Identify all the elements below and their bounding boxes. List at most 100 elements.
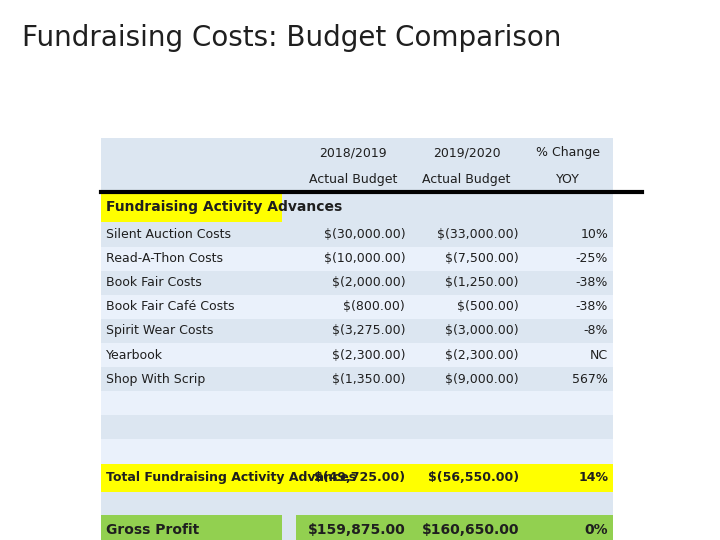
Text: Book Fair Costs: Book Fair Costs <box>106 276 202 289</box>
Bar <box>523 295 613 319</box>
Bar <box>296 515 410 540</box>
Text: 2019/2020: 2019/2020 <box>433 146 500 159</box>
Bar <box>101 367 282 391</box>
Bar <box>282 440 296 463</box>
Text: $(33,000.00): $(33,000.00) <box>437 228 519 241</box>
Bar <box>523 463 613 492</box>
Text: YOY: YOY <box>556 173 580 186</box>
Text: 14%: 14% <box>578 471 608 484</box>
Text: $(9,000.00): $(9,000.00) <box>445 373 519 386</box>
Bar <box>410 319 523 343</box>
Text: $(800.00): $(800.00) <box>343 300 405 313</box>
Text: $(1,350.00): $(1,350.00) <box>332 373 405 386</box>
Bar <box>282 192 296 222</box>
Text: $(49,725.00): $(49,725.00) <box>314 471 405 484</box>
Bar <box>523 319 613 343</box>
Bar <box>410 367 523 391</box>
Bar <box>410 391 523 415</box>
Bar <box>410 246 523 271</box>
Bar <box>410 167 523 192</box>
Text: Spirit Wear Costs: Spirit Wear Costs <box>106 325 213 338</box>
Text: Fundraising Activity Advances: Fundraising Activity Advances <box>106 200 342 214</box>
Text: $(7,500.00): $(7,500.00) <box>445 252 519 265</box>
Bar <box>296 367 410 391</box>
Bar <box>523 343 613 367</box>
Bar <box>523 440 613 463</box>
Bar <box>101 440 282 463</box>
Bar <box>282 167 296 192</box>
Bar <box>296 138 410 167</box>
Text: -25%: -25% <box>576 252 608 265</box>
Bar <box>410 222 523 246</box>
Text: Read-A-Thon Costs: Read-A-Thon Costs <box>106 252 222 265</box>
Bar <box>101 319 282 343</box>
Bar <box>296 343 410 367</box>
Bar <box>410 138 523 167</box>
Bar <box>282 367 296 391</box>
Text: Yearbook: Yearbook <box>106 348 163 361</box>
Bar <box>282 246 296 271</box>
Text: Gross Profit: Gross Profit <box>106 523 199 537</box>
Text: $(1,250.00): $(1,250.00) <box>446 276 519 289</box>
Bar <box>523 391 613 415</box>
Text: Book Fair Café Costs: Book Fair Café Costs <box>106 300 234 313</box>
Text: 567%: 567% <box>572 373 608 386</box>
Bar <box>410 463 523 492</box>
Bar <box>410 343 523 367</box>
Bar <box>523 138 613 167</box>
Bar <box>296 492 410 515</box>
Text: $(56,550.00): $(56,550.00) <box>428 471 519 484</box>
Bar <box>101 246 282 271</box>
Text: $160,650.00: $160,650.00 <box>421 523 519 537</box>
Text: $(30,000.00): $(30,000.00) <box>323 228 405 241</box>
Bar <box>101 295 282 319</box>
Bar <box>410 440 523 463</box>
Text: NC: NC <box>590 348 608 361</box>
Text: $(3,000.00): $(3,000.00) <box>445 325 519 338</box>
Bar <box>296 222 410 246</box>
Text: Silent Auction Costs: Silent Auction Costs <box>106 228 230 241</box>
Bar <box>523 515 613 540</box>
Bar <box>101 515 282 540</box>
Bar <box>296 463 410 492</box>
Bar <box>101 415 282 440</box>
Bar <box>523 492 613 515</box>
Bar <box>101 192 282 222</box>
Text: $(2,300.00): $(2,300.00) <box>446 348 519 361</box>
Text: -8%: -8% <box>584 325 608 338</box>
Text: 2018/2019: 2018/2019 <box>319 146 387 159</box>
Bar <box>282 319 296 343</box>
Bar <box>101 391 282 415</box>
Text: Total Fundraising Activity Advances: Total Fundraising Activity Advances <box>106 471 356 484</box>
Text: Shop With Scrip: Shop With Scrip <box>106 373 205 386</box>
Bar <box>410 271 523 295</box>
Text: $(3,275.00): $(3,275.00) <box>332 325 405 338</box>
Bar <box>296 319 410 343</box>
Bar <box>282 391 296 415</box>
Bar <box>282 492 296 515</box>
Bar <box>410 492 523 515</box>
Text: 0%: 0% <box>585 523 608 537</box>
Text: Fundraising Costs: Budget Comparison: Fundraising Costs: Budget Comparison <box>22 24 561 52</box>
Text: % Change: % Change <box>536 146 600 159</box>
Text: $(2,000.00): $(2,000.00) <box>332 276 405 289</box>
Text: $(500.00): $(500.00) <box>457 300 519 313</box>
Bar <box>523 271 613 295</box>
Bar <box>101 492 282 515</box>
Bar <box>523 167 613 192</box>
Text: -38%: -38% <box>576 276 608 289</box>
Bar <box>296 246 410 271</box>
Bar <box>282 463 296 492</box>
Bar <box>296 440 410 463</box>
Text: $(10,000.00): $(10,000.00) <box>323 252 405 265</box>
Bar <box>523 415 613 440</box>
Text: -38%: -38% <box>576 300 608 313</box>
Bar <box>101 167 282 192</box>
Bar <box>296 271 410 295</box>
Bar <box>410 415 523 440</box>
Bar <box>296 391 410 415</box>
Bar <box>410 295 523 319</box>
Bar <box>296 295 410 319</box>
Text: $159,875.00: $159,875.00 <box>307 523 405 537</box>
Bar <box>282 138 296 167</box>
